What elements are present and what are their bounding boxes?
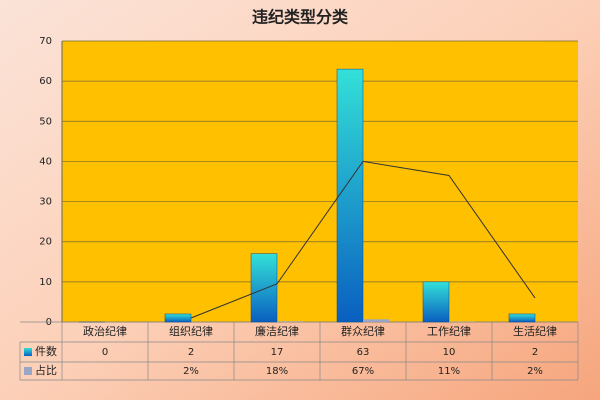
table-cell: 67%	[352, 366, 374, 377]
bar	[422, 281, 450, 323]
table-cell: 10	[443, 347, 456, 358]
legend-label: 件数	[35, 345, 57, 358]
table-cell: 17	[271, 347, 284, 358]
bar	[508, 313, 536, 323]
table-cell: 2%	[183, 366, 199, 377]
plot-area	[62, 41, 578, 322]
y-tick-label: 40	[39, 156, 52, 167]
table-cell: 0	[102, 347, 108, 358]
y-tick-label: 60	[39, 76, 52, 87]
legend-swatch	[24, 348, 32, 356]
legend-swatch	[24, 367, 32, 375]
x-tick-label: 工作纪律	[427, 325, 471, 338]
legend-label: 占比	[35, 363, 57, 377]
bar	[363, 319, 389, 322]
y-tick-label: 30	[39, 197, 52, 208]
bar	[250, 253, 278, 323]
x-tick-label: 群众纪律	[341, 324, 385, 338]
x-tick-label: 政治纪律	[83, 324, 127, 338]
table-cell: 2	[188, 347, 194, 358]
bar	[277, 321, 303, 322]
y-tick-label: 70	[39, 36, 52, 47]
table-cell: 2	[532, 347, 538, 358]
bar	[336, 68, 364, 323]
y-tick-label: 50	[39, 116, 52, 127]
table-cell: 18%	[266, 366, 288, 377]
trendline	[190, 160, 536, 319]
bar	[164, 313, 192, 323]
x-tick-label: 廉洁纪律	[255, 324, 299, 338]
y-tick-label: 20	[39, 237, 52, 248]
table-cell: 63	[357, 347, 370, 358]
x-tick-label: 组织纪律	[169, 324, 213, 338]
table-cell: 11%	[438, 366, 460, 377]
chart-title: 违纪类型分类	[252, 8, 349, 27]
table-cell: 2%	[527, 366, 543, 377]
y-tick-label: 0	[46, 317, 52, 328]
y-tick-label: 10	[39, 277, 52, 288]
x-tick-label: 生活纪律	[513, 324, 557, 338]
